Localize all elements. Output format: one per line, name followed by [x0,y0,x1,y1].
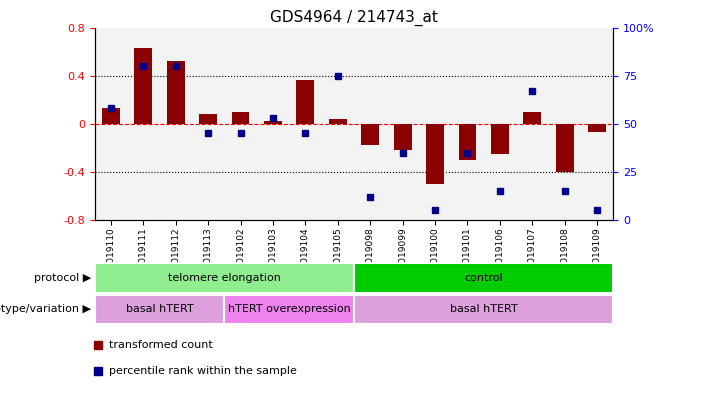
Text: percentile rank within the sample: percentile rank within the sample [109,366,297,376]
Bar [127,28,160,220]
Text: protocol ▶: protocol ▶ [34,273,91,283]
Bar [95,263,354,293]
Bar [588,124,606,132]
Text: basal hTERT: basal hTERT [125,305,193,314]
Bar [549,28,581,220]
Bar [354,295,613,324]
Bar [458,124,477,160]
Bar [451,28,484,220]
Bar [516,28,549,220]
Bar [231,112,250,124]
Bar [160,28,192,220]
Bar [199,114,217,124]
Text: basal hTERT: basal hTERT [450,305,517,314]
Bar [394,124,411,150]
Bar [224,295,354,324]
Bar [491,124,509,154]
Text: control: control [464,273,503,283]
Bar [524,112,541,124]
Text: telomere elongation: telomere elongation [168,273,281,283]
Bar [484,28,516,220]
Title: GDS4964 / 214743_at: GDS4964 / 214743_at [270,10,438,26]
Text: genotype/variation ▶: genotype/variation ▶ [0,305,91,314]
Bar [290,28,322,220]
Bar [95,28,127,220]
Bar [95,295,224,324]
Bar [167,61,184,124]
Text: hTERT overexpression: hTERT overexpression [228,305,350,314]
Bar [361,124,379,145]
Bar [224,28,257,220]
Bar [322,28,354,220]
Bar [354,263,613,293]
Bar [297,81,314,124]
Bar [556,124,573,172]
Bar [386,28,418,220]
Bar [581,28,613,220]
Bar [102,108,120,124]
Bar [192,28,224,220]
Text: transformed count: transformed count [109,340,212,350]
Bar [418,28,451,220]
Bar [264,121,282,124]
Bar [426,124,444,184]
Bar [135,48,152,124]
Bar [257,28,290,220]
Bar [354,28,386,220]
Bar [329,119,347,124]
